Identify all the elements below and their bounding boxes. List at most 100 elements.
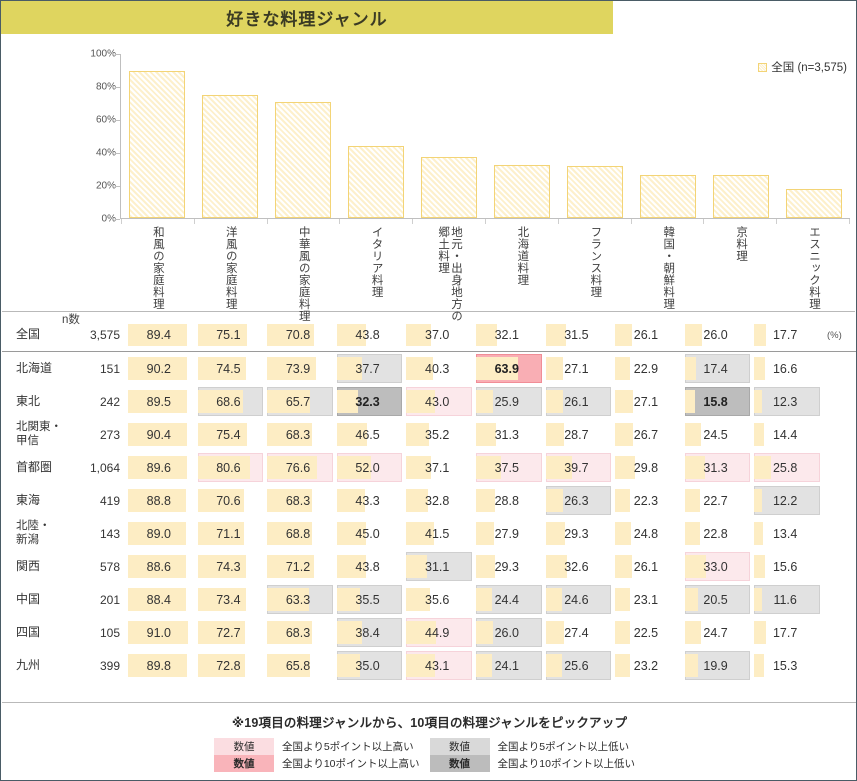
data-cell: 68.8 (267, 517, 333, 550)
cell-value: 35.2 (425, 427, 450, 442)
data-cell: 43.3 (336, 484, 403, 517)
data-cell: 24.7 (684, 616, 751, 649)
cell-value: 22.3 (633, 493, 659, 508)
chart-bar (639, 175, 696, 218)
data-cell: 35.2 (406, 418, 472, 451)
cell-value: 24.4 (494, 592, 519, 607)
legend-swatch: 数値 (429, 755, 490, 772)
table-row: 東海 419 88.8 70.6 68.3 43.3 32.8 28.8 26.3 22.3 22.… (2, 484, 856, 517)
legend-description: 全国より10ポイント以上低い (497, 758, 635, 770)
cell-bar-fill (754, 555, 765, 578)
cell-bar-fill (128, 588, 186, 611)
x-tick (630, 219, 704, 224)
cell-bar-fill (336, 555, 366, 578)
data-cell: 76.6 (267, 451, 333, 484)
cell-bar-fill (406, 588, 430, 611)
x-category-label: フランス料理 (589, 226, 602, 298)
cell-bar-fill (684, 324, 702, 346)
x-tick (121, 219, 194, 224)
cell-value: 73.9 (285, 361, 311, 376)
cell-value: 72.7 (216, 625, 241, 640)
data-cell: 17.7 (754, 319, 820, 351)
cell-bar-fill (754, 654, 765, 677)
bar-slot (194, 54, 267, 218)
cell-bar-fill (754, 324, 766, 346)
cell-value: 43.8 (355, 328, 380, 342)
data-cell: 26.3 (545, 484, 612, 517)
value-cells: 89.6 80.6 76.6 52.0 37.1 37.5 39.7 29.8 31.3 25.8 (120, 451, 824, 484)
bar-slot (486, 54, 559, 218)
cell-value: 27.9 (494, 526, 519, 541)
legend-row: 数値 全国より5ポイント以上高い 数値 全国より5ポイント以上低い (214, 738, 645, 755)
x-tick (776, 219, 850, 224)
data-cell: 40.3 (406, 352, 472, 385)
cell-value: 68.8 (285, 526, 311, 541)
y-axis-tick-label: 0% (101, 213, 116, 225)
y-axis-tick-mark (115, 120, 120, 121)
y-axis-labels: 100% 80% 60% 40% 20% 0% (80, 48, 116, 225)
percent-unit-label (824, 583, 856, 616)
cell-value: 33.0 (703, 559, 728, 574)
cell-bar-fill (267, 489, 312, 512)
deviation-highlight (754, 486, 820, 515)
value-cells: 91.0 72.7 68.3 38.4 44.9 26.0 27.4 22.5 24.7 17.7 (120, 616, 824, 649)
x-category-label: 地元・出身地方の郷土料理 (437, 226, 462, 322)
legend-label: 全国 (n=3,575) (771, 62, 847, 74)
cell-bar-fill (475, 324, 498, 346)
data-cell: 35.0 (336, 649, 403, 682)
percent-unit-label (824, 550, 856, 583)
bar-slot (413, 54, 486, 218)
table-row: 首都圏 1,064 89.6 80.6 76.6 52.0 37.1 37.5 39.7 29.8… (2, 451, 856, 484)
x-tick (703, 219, 776, 224)
cell-bar-fill (615, 489, 630, 512)
cell-bar-fill (754, 357, 766, 380)
y-axis-tick-label: 80% (95, 81, 116, 93)
data-cell: 90.4 (128, 418, 194, 451)
chart-bar (785, 188, 842, 218)
cell-bar-fill (545, 654, 563, 677)
cell-bar-fill (545, 555, 567, 578)
cell-bar-fill (128, 357, 188, 380)
deviation-highlight (754, 585, 820, 614)
data-cell: 23.2 (615, 649, 681, 682)
region-label: 東北 (16, 393, 41, 408)
cell-value: 31.5 (564, 328, 589, 342)
cell-bar-fill (197, 324, 247, 346)
data-cell: 29.3 (545, 517, 612, 550)
x-tick (339, 219, 412, 224)
table-row: 北陸・ 新潟 143 89.0 71.1 68.8 45.0 41.5 27.9 29.3 24.8… (2, 517, 856, 550)
cell-bar-fill (197, 654, 246, 677)
chart-panel: 100% 80% 60% 40% 20% 0% 和風の家庭料理 洋風の家庭料理 中華風の家庭料… (2, 34, 855, 326)
data-cell: 32.1 (475, 319, 542, 351)
cell-bar-fill (615, 654, 631, 677)
bar-slot (340, 54, 413, 218)
data-cell: 90.2 (128, 352, 194, 385)
cell-bar-fill (406, 489, 428, 512)
data-cell: 31.1 (406, 550, 472, 583)
cell-value: 41.5 (425, 526, 450, 541)
data-cell: 15.8 (684, 385, 751, 418)
cell-bar-fill (475, 654, 492, 677)
cell-value: 39.7 (564, 460, 589, 475)
cell-value: 26.0 (494, 625, 519, 640)
data-cell: 24.8 (615, 517, 681, 550)
data-cell: 80.6 (197, 451, 264, 484)
x-category-label: 京料理 (735, 226, 748, 262)
data-cell: 37.1 (406, 451, 472, 484)
cell-value: 68.6 (216, 394, 241, 409)
cell-bar-fill (197, 357, 247, 380)
sample-size-value: 1,064 (89, 460, 120, 475)
cell-value: 43.3 (355, 493, 380, 508)
data-cell: 11.6 (754, 583, 820, 616)
data-cell: 22.5 (615, 616, 681, 649)
data-cell: 25.9 (475, 385, 542, 418)
cell-bar-fill (684, 423, 701, 446)
cell-value: 91.0 (146, 625, 171, 640)
cell-bar-fill (475, 555, 496, 578)
data-cell: 37.5 (475, 451, 542, 484)
cell-bar-fill (615, 456, 635, 479)
data-cell: 32.3 (336, 385, 403, 418)
data-cell: 17.7 (754, 616, 820, 649)
data-cell: 27.1 (615, 385, 681, 418)
chart-bar (712, 175, 769, 218)
